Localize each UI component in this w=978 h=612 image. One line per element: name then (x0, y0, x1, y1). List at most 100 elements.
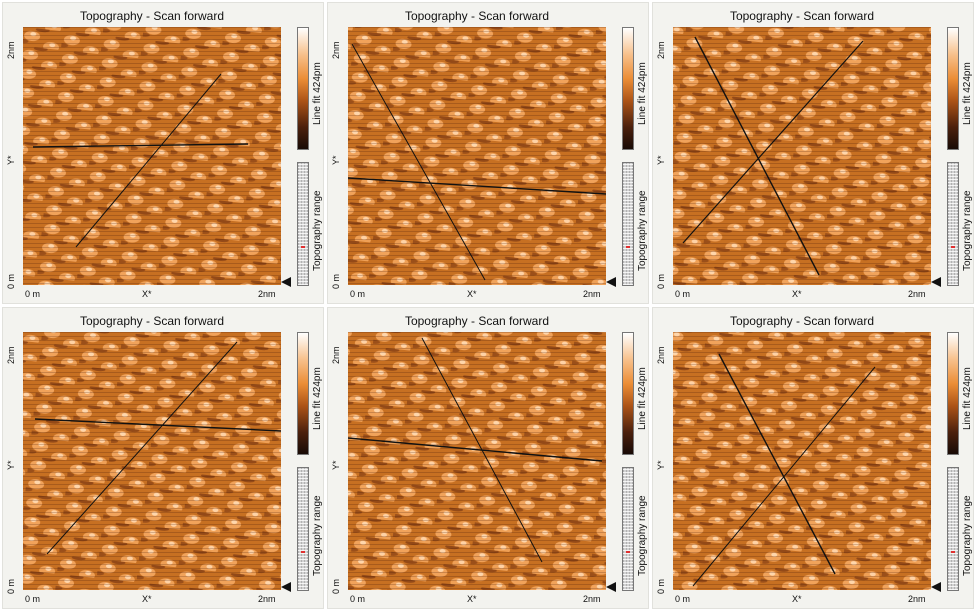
profile-line-2[interactable] (351, 43, 486, 281)
y-axis-label: Y* (6, 155, 16, 165)
y-axis-label: Y* (6, 460, 16, 470)
y-axis-label: Y* (331, 460, 341, 470)
range-marker (951, 551, 955, 553)
profile-line-2[interactable] (682, 40, 864, 244)
y-axis-max-label: 2nm (331, 41, 341, 59)
profile-line-1[interactable] (32, 143, 249, 148)
topography-panel-1: Topography - Scan forward (2, 2, 324, 304)
surface-svg (673, 332, 931, 590)
colorbar-label: Line fit 424pm (637, 367, 648, 430)
topography-image[interactable] (23, 332, 281, 590)
triangle-pointer-icon[interactable] (281, 582, 291, 592)
range-bar[interactable] (297, 162, 309, 286)
colorbar[interactable] (947, 332, 959, 455)
x-axis-max-label: 2nm (908, 289, 926, 299)
triangle-pointer-icon[interactable] (931, 277, 941, 287)
y-axis-label: Y* (331, 155, 341, 165)
triangle-pointer-icon[interactable] (931, 582, 941, 592)
surface-svg (673, 27, 931, 285)
x-axis-label: X* (142, 289, 152, 299)
triangle-pointer-icon[interactable] (606, 582, 616, 592)
y-axis-min-label: 0 m (656, 578, 666, 594)
y-axis-min-label: 0 m (331, 273, 341, 289)
surface-svg (23, 332, 281, 590)
surface-svg (348, 332, 606, 590)
y-axis-label: Y* (656, 155, 666, 165)
range-bar[interactable] (622, 162, 634, 286)
x-axis-max-label: 2nm (583, 289, 601, 299)
panel-title: Topography - Scan forward (729, 314, 875, 328)
y-axis-label: Y* (656, 460, 666, 470)
x-axis-max-label: 2nm (583, 594, 601, 604)
topography-panel-3: Topography - Scan forward (652, 2, 974, 304)
profile-line-1[interactable] (348, 437, 603, 462)
range-bar[interactable] (297, 467, 309, 591)
surface-svg (348, 27, 606, 285)
range-marker (301, 551, 305, 553)
colorbar-label: Line fit 424pm (962, 367, 973, 430)
topography-panel-5: Topography - Scan forward (327, 307, 649, 609)
range-marker (301, 246, 305, 248)
profile-line-2[interactable] (46, 341, 238, 555)
y-axis-min-label: 0 m (331, 578, 341, 594)
panel-title: Topography - Scan forward (404, 9, 550, 23)
x-axis-label: X* (792, 594, 802, 604)
colorbar[interactable] (297, 27, 309, 150)
profile-line-1[interactable] (718, 353, 836, 575)
range-bar[interactable] (947, 162, 959, 286)
y-axis-max-label: 2nm (6, 346, 16, 364)
range-bar[interactable] (622, 467, 634, 591)
panel-title: Topography - Scan forward (729, 9, 875, 23)
x-axis-max-label: 2nm (258, 289, 276, 299)
profile-line-2[interactable] (75, 73, 222, 248)
profile-line-1[interactable] (348, 177, 606, 195)
panel-title: Topography - Scan forward (404, 314, 550, 328)
topography-panel-2: Topography - Scan forward (327, 2, 649, 304)
y-axis-max-label: 2nm (656, 41, 666, 59)
colorbar[interactable] (622, 332, 634, 455)
colorbar[interactable] (947, 27, 959, 150)
range-bar-label: Topography range (962, 190, 973, 271)
y-axis-min-label: 0 m (656, 273, 666, 289)
profile-line-2[interactable] (692, 366, 876, 587)
triangle-pointer-icon[interactable] (281, 277, 291, 287)
range-bar-label: Topography range (312, 190, 323, 271)
profile-line-1[interactable] (34, 418, 281, 432)
x-axis-label: X* (467, 594, 477, 604)
topography-image[interactable] (673, 332, 931, 590)
range-bar-label: Topography range (962, 495, 973, 576)
y-axis-min-label: 0 m (6, 273, 16, 289)
colorbar-label: Line fit 424pm (312, 367, 323, 430)
panel-title: Topography - Scan forward (79, 9, 225, 23)
topography-image[interactable] (348, 332, 606, 590)
x-axis-min-label: 0 m (25, 594, 41, 604)
colorbar-label: Line fit 424pm (637, 62, 648, 125)
x-axis-min-label: 0 m (675, 594, 691, 604)
range-marker (626, 551, 630, 553)
surface-svg (23, 27, 281, 285)
range-bar[interactable] (947, 467, 959, 591)
x-axis-label: X* (142, 594, 152, 604)
x-axis-label: X* (792, 289, 802, 299)
topography-panel-4: Topography - Scan forward (2, 307, 324, 609)
topography-panel-6: Topography - Scan forward (652, 307, 974, 609)
topography-image[interactable] (23, 27, 281, 285)
topography-image[interactable] (673, 27, 931, 285)
panel-title: Topography - Scan forward (79, 314, 225, 328)
y-axis-max-label: 2nm (331, 346, 341, 364)
x-axis-max-label: 2nm (908, 594, 926, 604)
colorbar-label: Line fit 424pm (962, 62, 973, 125)
range-marker (951, 246, 955, 248)
x-axis-min-label: 0 m (675, 289, 691, 299)
x-axis-min-label: 0 m (350, 594, 366, 604)
triangle-pointer-icon[interactable] (606, 277, 616, 287)
topography-image[interactable] (348, 27, 606, 285)
y-axis-max-label: 2nm (656, 346, 666, 364)
colorbar[interactable] (297, 332, 309, 455)
profile-line-2[interactable] (421, 337, 543, 563)
x-axis-max-label: 2nm (258, 594, 276, 604)
x-axis-min-label: 0 m (25, 289, 41, 299)
profile-line-1[interactable] (694, 36, 820, 276)
range-bar-label: Topography range (637, 190, 648, 271)
colorbar[interactable] (622, 27, 634, 150)
